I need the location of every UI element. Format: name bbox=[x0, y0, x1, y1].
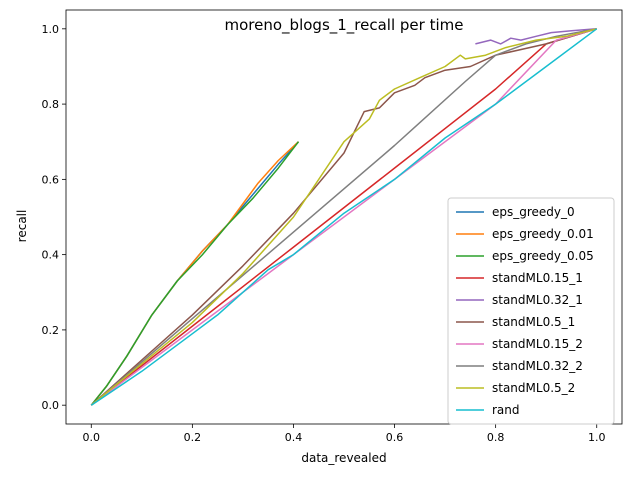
x-tick-label: 0.4 bbox=[285, 431, 303, 444]
x-tick-label: 0.0 bbox=[83, 431, 101, 444]
legend-entry: standML0.15_2 bbox=[492, 337, 583, 351]
series-group bbox=[90, 28, 598, 406]
y-axis-label: recall bbox=[15, 210, 29, 243]
legend-entry: standML0.32_1 bbox=[492, 293, 583, 307]
legend-entry: eps_greedy_0.01 bbox=[492, 227, 594, 241]
legend-entry: rand bbox=[492, 403, 520, 417]
x-tick-label: 0.8 bbox=[487, 431, 505, 444]
x-tick-label: 1.0 bbox=[588, 431, 606, 444]
y-ticks: 0.0 0.2 0.4 0.6 0.8 1.0 bbox=[42, 23, 66, 412]
y-tick-label: 0.4 bbox=[42, 249, 60, 262]
series-line-standML0.5_2 bbox=[90, 28, 597, 406]
legend: eps_greedy_0 eps_greedy_0.01 eps_greedy_0.… bbox=[447, 197, 615, 425]
y-tick-label: 0.8 bbox=[42, 98, 60, 111]
legend-entry: standML0.15_1 bbox=[492, 271, 583, 285]
plot-frame bbox=[65, 9, 623, 425]
legend-box bbox=[447, 197, 615, 425]
legend-entry: standML0.5_1 bbox=[492, 315, 575, 329]
y-tick-label: 0.2 bbox=[42, 324, 60, 337]
series-line-standML0.32_1 bbox=[475, 28, 597, 45]
series-line-rand bbox=[90, 28, 598, 406]
chart-title: moreno_blogs_1_recall per time bbox=[225, 16, 464, 35]
x-axis-label: data_revealed bbox=[301, 451, 386, 465]
legend-entry: eps_greedy_0.05 bbox=[492, 249, 594, 263]
y-tick-label: 0.6 bbox=[42, 173, 60, 186]
y-tick-label: 1.0 bbox=[42, 23, 60, 36]
x-tick-label: 0.2 bbox=[184, 431, 202, 444]
legend-entry: standML0.5_2 bbox=[492, 381, 575, 395]
series-line-eps_greedy_0.05 bbox=[90, 141, 300, 406]
legend-entry: eps_greedy_0 bbox=[492, 205, 575, 219]
y-tick-label: 0.0 bbox=[42, 399, 60, 412]
x-ticks: 0.0 0.2 0.4 0.6 0.8 1.0 bbox=[83, 424, 606, 444]
x-tick-label: 0.6 bbox=[386, 431, 404, 444]
series-line-standML0.5_1 bbox=[90, 28, 597, 406]
legend-entry: standML0.32_2 bbox=[492, 359, 583, 373]
